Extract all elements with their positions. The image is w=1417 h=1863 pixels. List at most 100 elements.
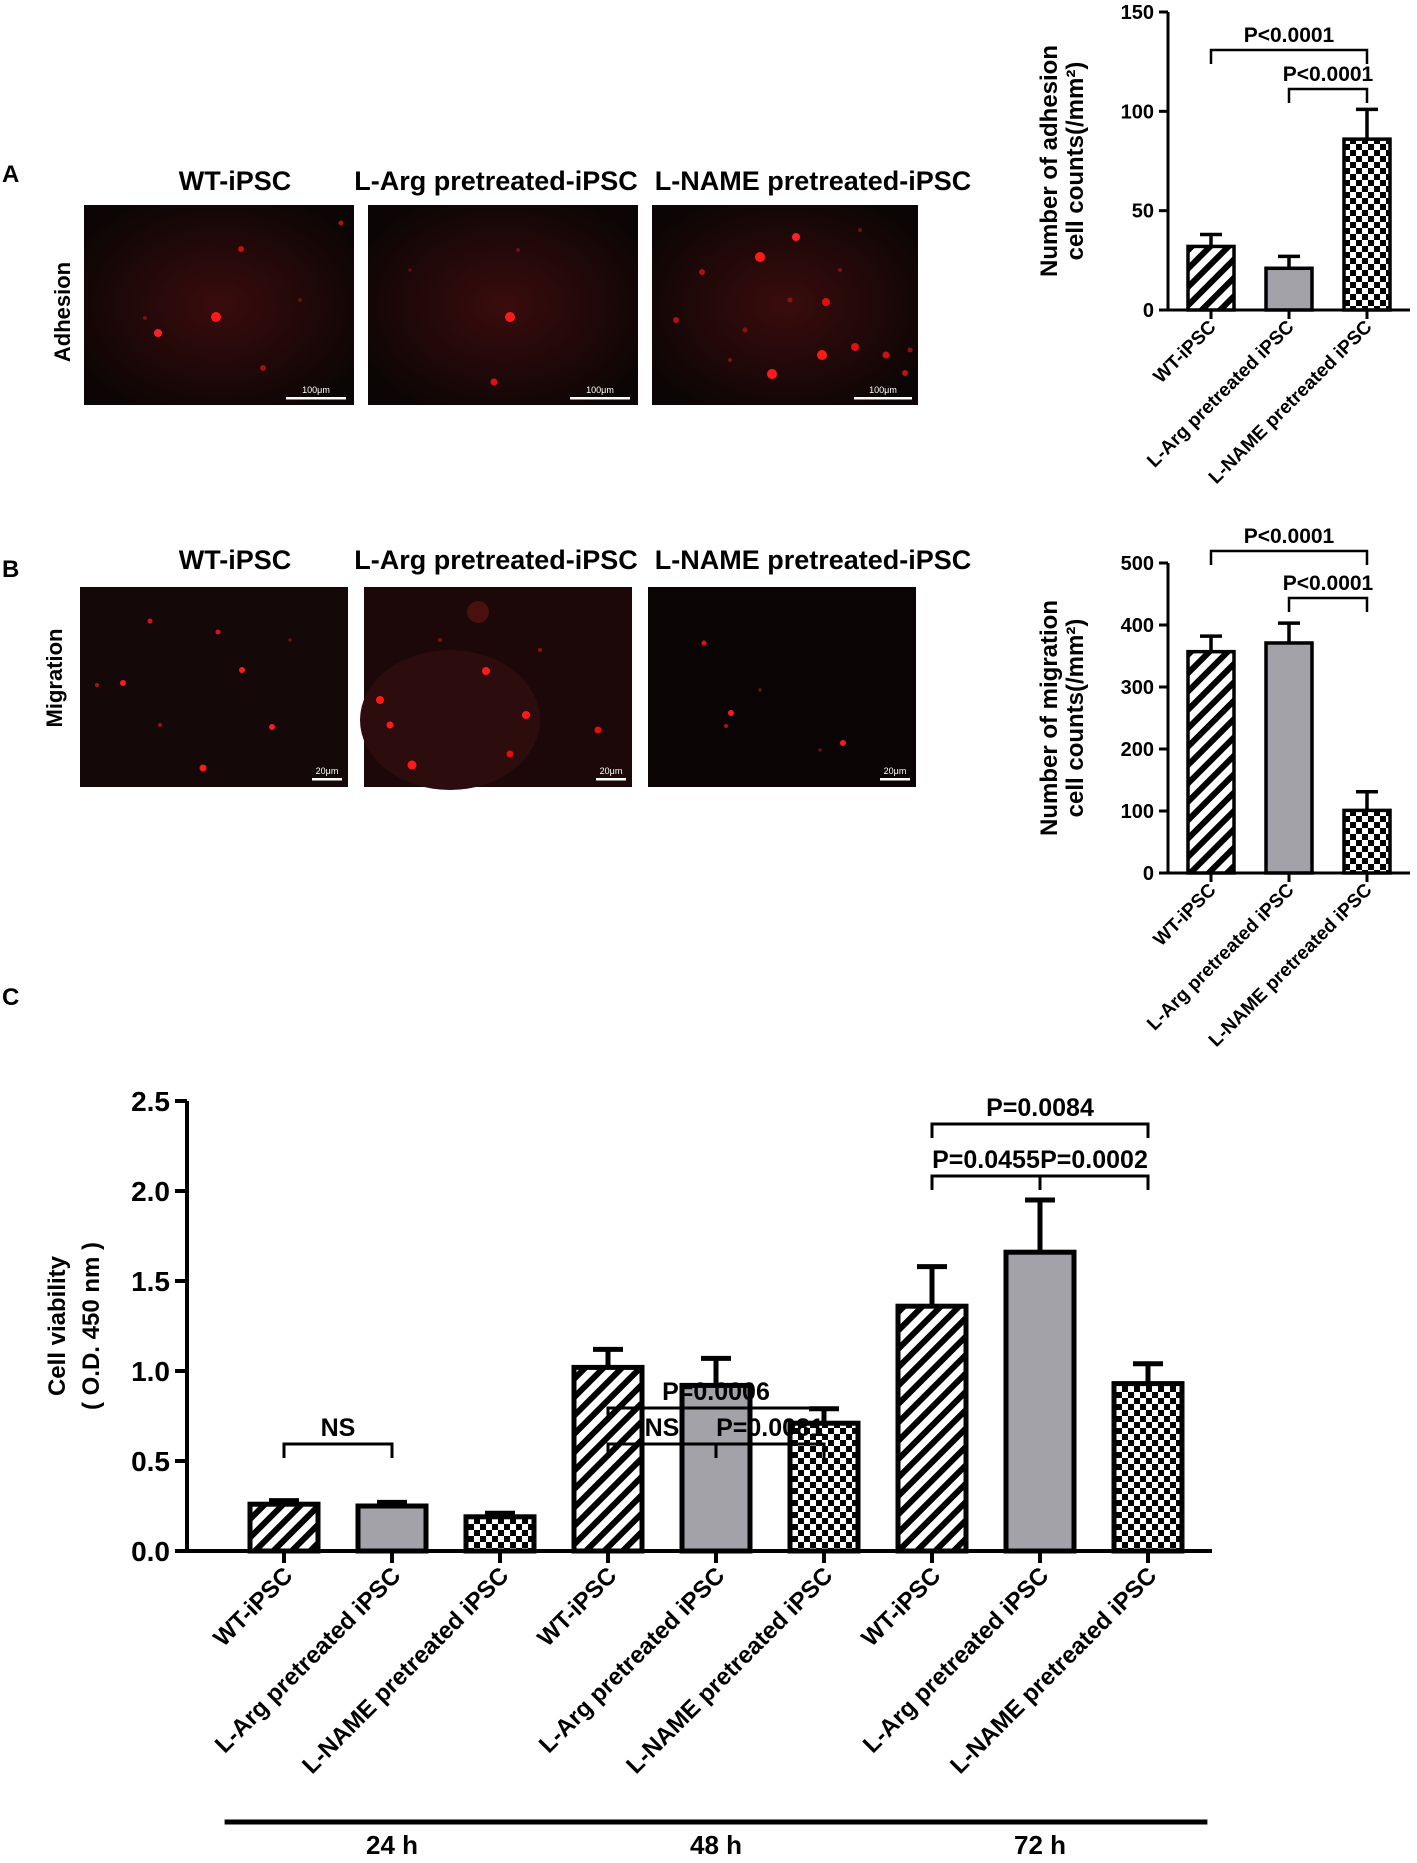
adhesion-micrograph-larg: 100μm bbox=[368, 205, 638, 405]
chart-migration-comparison-label: P<0.0001 bbox=[1283, 572, 1374, 595]
chart-migration-bar bbox=[1342, 808, 1392, 875]
chart-viability-y-axis-title-line: ( O.D. 450 nm ) bbox=[78, 1242, 105, 1410]
chart-viability-comparison-label: P=0.0455 bbox=[932, 1146, 1040, 1174]
chart-migration-bar bbox=[1186, 649, 1236, 875]
chart-viability-y-tick-label: 1.5 bbox=[131, 1266, 170, 1297]
chart-viability-category-label: WT-iPSC bbox=[532, 1562, 622, 1652]
migration-scale-label-lname: 20μm bbox=[884, 766, 907, 776]
chart-viability-group-label: 72 h bbox=[1014, 1830, 1066, 1858]
migration-row-label: Migration bbox=[42, 629, 67, 728]
chart-migration-y-tick-label: 300 bbox=[1121, 677, 1154, 699]
migration-scale-label-larg: 20μm bbox=[600, 766, 623, 776]
chart-viability-category-label: L-NAME pretreated iPSC bbox=[621, 1562, 838, 1779]
chart-viability-bar bbox=[787, 1420, 861, 1554]
chart-migration-y-axis-title-line: Number of migration bbox=[1036, 600, 1063, 836]
chart-adhesion-bar bbox=[1342, 137, 1392, 312]
chart-viability-comparison-bracket bbox=[930, 1122, 1150, 1138]
chart-migration-y-tick-label: 0 bbox=[1143, 863, 1154, 885]
chart-viability-y-tick-label: 2.5 bbox=[131, 1086, 170, 1117]
migration-title-wt: WT-iPSC bbox=[179, 545, 292, 575]
chart-adhesion-y-tick-label: 100 bbox=[1121, 101, 1154, 123]
chart-adhesion-bar bbox=[1186, 244, 1236, 312]
chart-adhesion-y-axis-title: Number of adhesion cell counts(/mm²) bbox=[1036, 45, 1089, 277]
chart-viability-comparison-bracket bbox=[714, 1442, 826, 1458]
chart-migration-y-tick-label: 100 bbox=[1121, 801, 1154, 823]
chart-adhesion-comparison-label: P<0.0001 bbox=[1244, 24, 1335, 47]
chart-adhesion-y-axis-title-line: cell counts(/mm²) bbox=[1062, 62, 1089, 261]
chart-viability-comparison-label: NS bbox=[321, 1414, 356, 1442]
chart-viability-group-label: 24 h bbox=[366, 1830, 418, 1858]
adhesion-row-label: Adhesion bbox=[50, 262, 75, 362]
chart-viability-category-label: WT-iPSC bbox=[856, 1562, 946, 1652]
adhesion-scale-bar-wt bbox=[286, 397, 346, 400]
adhesion-title-lname: L-NAME pretreated-iPSC bbox=[655, 166, 972, 196]
chart-viability-bar bbox=[679, 1382, 753, 1554]
chart-viability-comparison-bracket bbox=[930, 1174, 1042, 1190]
chart-viability-y-tick-label: 2.0 bbox=[131, 1176, 170, 1207]
chart-adhesion-category-label: WT-iPSC bbox=[1150, 316, 1221, 387]
chart-adhesion-comparison-label: P<0.0001 bbox=[1283, 63, 1374, 86]
chart-viability-bar bbox=[1003, 1249, 1077, 1554]
chart-migration-comparison-bracket bbox=[1287, 596, 1369, 612]
chart-adhesion-comparison-bracket bbox=[1209, 48, 1369, 64]
chart-migration-y-tick-label: 200 bbox=[1121, 739, 1154, 761]
migration-scale-label-wt: 20μm bbox=[316, 766, 339, 776]
chart-viability-comparison-bracket bbox=[1038, 1174, 1150, 1190]
chart-migration-category-label: L-Arg pretreated iPSC bbox=[1143, 879, 1298, 1034]
chart-migration-y-tick-label: 400 bbox=[1121, 615, 1154, 637]
adhesion-bar-chart: 0 50 100 150 Number of adhesion cell counts(/… bbox=[1036, 2, 1410, 488]
chart-viability-y-tick-label: 0.0 bbox=[131, 1536, 170, 1567]
chart-migration-y-axis-title: Number of migration cell counts(/mm²) bbox=[1036, 600, 1089, 836]
chart-viability-comparison-bracket bbox=[282, 1442, 394, 1458]
chart-viability-category-label: L-Arg pretreated iPSC bbox=[858, 1562, 1054, 1758]
chart-migration-bar bbox=[1264, 641, 1314, 875]
adhesion-scale-label-lname: 100μm bbox=[869, 385, 897, 395]
panel-letter-b: B bbox=[2, 556, 19, 583]
adhesion-scale-bar-lname bbox=[854, 397, 912, 400]
chart-migration-comparison-bracket bbox=[1209, 549, 1369, 565]
adhesion-scale-bar-larg bbox=[570, 397, 630, 400]
chart-viability-bar bbox=[571, 1364, 645, 1554]
adhesion-title-wt: WT-iPSC bbox=[179, 166, 292, 196]
chart-viability-bar bbox=[1111, 1381, 1185, 1554]
adhesion-scale-label-wt: 100μm bbox=[302, 385, 330, 395]
chart-viability-bar bbox=[247, 1501, 321, 1554]
chart-viability-bar bbox=[355, 1503, 429, 1554]
chart-migration-category-label: WT-iPSC bbox=[1150, 879, 1221, 950]
chart-adhesion-y-axis-title-line: Number of adhesion bbox=[1036, 45, 1063, 277]
chart-viability-y-tick-label: 1.0 bbox=[131, 1356, 170, 1387]
migration-title-larg: L-Arg pretreated-iPSC bbox=[354, 545, 638, 575]
chart-migration-category-label: L-NAME pretreated iPSC bbox=[1205, 879, 1377, 1051]
migration-micrograph-lname: 20μm bbox=[648, 587, 916, 787]
migration-title-lname: L-NAME pretreated-iPSC bbox=[655, 545, 972, 575]
chart-viability-category-label: L-Arg pretreated iPSC bbox=[534, 1562, 730, 1758]
adhesion-scale-label-larg: 100μm bbox=[586, 385, 614, 395]
chart-migration-y-axis-title-line: cell counts(/mm²) bbox=[1062, 619, 1089, 818]
chart-viability-y-axis-title-line: Cell viability bbox=[44, 1255, 71, 1396]
chart-viability-y-tick-label: 0.5 bbox=[131, 1446, 170, 1477]
panel-letter-a: A bbox=[2, 161, 19, 188]
chart-adhesion-y-tick-label: 150 bbox=[1121, 2, 1154, 24]
migration-scale-bar-lname bbox=[880, 778, 910, 781]
chart-adhesion-y-tick-label: 50 bbox=[1132, 201, 1154, 223]
migration-scale-bar-larg bbox=[596, 778, 626, 781]
chart-viability-category-label: L-NAME pretreated iPSC bbox=[297, 1562, 514, 1779]
chart-viability-bar bbox=[895, 1303, 969, 1554]
adhesion-title-larg: L-Arg pretreated-iPSC bbox=[354, 166, 638, 196]
chart-viability-comparison-label: P=0.0081 bbox=[716, 1414, 824, 1442]
chart-viability-group-label: 48 h bbox=[690, 1830, 742, 1858]
chart-adhesion-category-label: L-NAME pretreated iPSC bbox=[1205, 316, 1377, 488]
migration-scale-bar-wt bbox=[312, 778, 342, 781]
chart-viability-y-axis-title: Cell viability ( O.D. 450 nm ) bbox=[44, 1242, 105, 1410]
chart-viability-category-label: WT-iPSC bbox=[208, 1562, 298, 1652]
chart-viability-comparison-label: P=0.0084 bbox=[986, 1094, 1094, 1122]
adhesion-micrograph-wt: 100μm bbox=[84, 205, 354, 405]
chart-migration-comparison-label: P<0.0001 bbox=[1244, 525, 1335, 548]
chart-migration-y-tick-label: 500 bbox=[1121, 553, 1154, 575]
chart-viability-comparison-label: P=0.0006 bbox=[662, 1378, 770, 1406]
chart-viability-comparison-label: P=0.0002 bbox=[1040, 1146, 1148, 1174]
chart-adhesion-comparison-bracket bbox=[1287, 87, 1369, 103]
chart-viability-comparison-bracket bbox=[606, 1406, 826, 1422]
chart-adhesion-y-tick-label: 0 bbox=[1143, 300, 1154, 322]
migration-micrograph-larg: 20μm bbox=[360, 587, 632, 790]
